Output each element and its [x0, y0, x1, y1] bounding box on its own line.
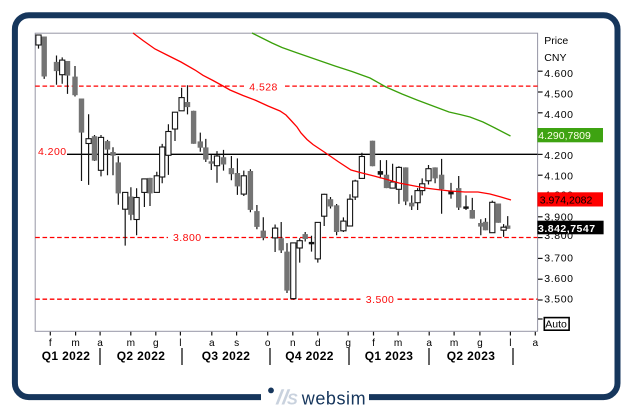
svg-text:f: f [372, 338, 375, 349]
svg-text:Price: Price [544, 35, 568, 47]
svg-text:m: m [127, 338, 135, 349]
svg-text:4.400: 4.400 [544, 109, 573, 121]
svg-text:Auto: Auto [545, 319, 567, 331]
svg-text:o: o [265, 338, 271, 349]
svg-text:3.500: 3.500 [544, 294, 573, 306]
svg-text:websim: websim [301, 388, 366, 408]
svg-text:m: m [71, 338, 79, 349]
svg-text:m: m [394, 338, 402, 349]
svg-text:n: n [290, 338, 296, 349]
svg-text:a: a [426, 338, 432, 349]
svg-text:f: f [49, 338, 52, 349]
svg-text:3.800: 3.800 [173, 232, 202, 244]
svg-text:l: l [179, 338, 181, 349]
svg-text:4.500: 4.500 [544, 88, 573, 100]
svg-text:Q2 2022: Q2 2022 [117, 349, 166, 363]
svg-text:m: m [450, 338, 458, 349]
svg-text:g: g [477, 338, 483, 349]
svg-text:Q2 2023: Q2 2023 [447, 349, 496, 363]
svg-text:4.600: 4.600 [544, 68, 573, 80]
svg-text:4.200: 4.200 [544, 150, 573, 162]
svg-text:s: s [234, 338, 239, 349]
svg-text:a: a [97, 338, 103, 349]
svg-text:S: S [287, 391, 298, 408]
svg-text:Q3 2022: Q3 2022 [202, 349, 251, 363]
svg-text:CNY: CNY [544, 52, 566, 64]
svg-text:g: g [153, 338, 159, 349]
svg-text:3.500: 3.500 [366, 294, 395, 306]
svg-text:Q1 2023: Q1 2023 [365, 349, 414, 363]
svg-text:l: l [509, 338, 511, 349]
svg-text:3.974,2082: 3.974,2082 [540, 194, 593, 206]
svg-text:4.200: 4.200 [38, 146, 67, 158]
svg-text:4.100: 4.100 [544, 170, 573, 182]
svg-text:g: g [345, 338, 351, 349]
svg-text:4.528: 4.528 [249, 82, 278, 94]
svg-text:a: a [209, 338, 215, 349]
svg-text:3.700: 3.700 [544, 253, 573, 265]
svg-text:3.900: 3.900 [544, 212, 573, 224]
svg-text:d: d [315, 338, 321, 349]
svg-text:3.600: 3.600 [544, 273, 573, 285]
svg-text:a: a [532, 338, 538, 349]
svg-text:Q1 2022: Q1 2022 [42, 349, 91, 363]
svg-text:Q4 2022: Q4 2022 [285, 349, 334, 363]
svg-text:3.842,7547: 3.842,7547 [538, 223, 596, 235]
svg-text:4.290,7809: 4.290,7809 [538, 130, 591, 142]
